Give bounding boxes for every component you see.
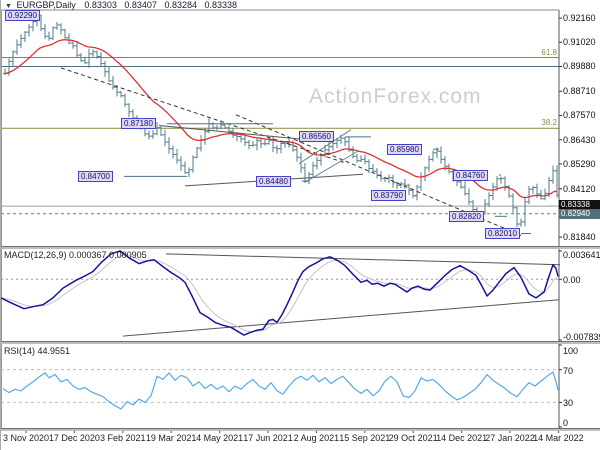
rsi-value-label: 30 — [563, 398, 574, 409]
symbol-name: EURGBP,Daily — [16, 0, 76, 10]
price-level-label: 0.82820 — [449, 210, 484, 222]
macd-value-label: 0.00 — [563, 275, 581, 286]
macd-signal-line — [1, 254, 558, 333]
trend-line — [60, 67, 347, 164]
rsi-value-label: 0 — [563, 418, 569, 428]
macd-trend-line — [122, 299, 560, 337]
x-axis-date-label: 17 Jun 2021 — [243, 433, 293, 443]
chart-title: ▼ EURGBP,Daily 0.83303 0.83407 0.83284 0… — [5, 0, 242, 10]
y-axis-price-label: 0.87570 — [563, 110, 596, 121]
watermark: ActionForex.com — [309, 85, 482, 108]
rsi-indicator-label: RSI(14) 44.9551 — [4, 346, 71, 356]
trend-line — [298, 129, 352, 165]
price-level-label: 0.84700 — [78, 170, 113, 182]
x-axis-date-label: 2 Aug 2021 — [293, 433, 340, 443]
macd-indicator-label: MACD(12,26,9) 0.000367 0.000905 — [4, 250, 147, 260]
rsi-line — [2, 371, 559, 410]
trend-line — [235, 114, 522, 236]
panel-separator[interactable] — [1, 341, 600, 344]
y-axis-price-label: 0.92160 — [563, 13, 596, 24]
high-value: 0.83407 — [124, 0, 157, 10]
price-level-label: 0.86560 — [299, 131, 334, 143]
y-axis-price-label: 0.88710 — [563, 86, 596, 97]
y-axis-price-label: 0.84120 — [563, 183, 596, 194]
y-axis-price-label: 0.85290 — [563, 158, 596, 169]
low-value: 0.83284 — [164, 0, 197, 10]
current-price-tag: 0.83338 — [559, 200, 600, 211]
price-level-label: 0.84480 — [256, 175, 291, 187]
x-axis-date-label: 27 Jan 2022 — [485, 433, 535, 443]
x-axis-date-label: 19 Mar 2021 — [145, 433, 197, 443]
price-level-label: 0.84760 — [453, 169, 488, 181]
y-axis-price-label: 0.81840 — [563, 232, 596, 243]
panel-separator — [1, 428, 600, 431]
macd-value-label: 0.003641 — [563, 250, 600, 260]
price-level-label: 0.87180 — [121, 118, 156, 130]
x-axis-date-label: 14 Dec 2021 — [436, 433, 488, 443]
x-axis-date-label: 17 Dec 2020 — [48, 433, 100, 443]
price-level-label: 0.83790 — [371, 190, 406, 202]
y-axis-price-label: 0.91020 — [563, 37, 596, 48]
symbol-marker-icon: ▼ — [5, 3, 12, 10]
price-level-label: 0.92290 — [5, 10, 40, 21]
panel-separator[interactable] — [1, 246, 600, 249]
x-axis-date-label: 3 Feb 2021 — [100, 433, 146, 443]
open-value: 0.83303 — [84, 0, 117, 10]
x-axis-date-label: 14 Mar 2022 — [533, 433, 584, 443]
x-axis-date-label: 4 May 2021 — [196, 433, 244, 443]
y-axis-price-label: 0.86430 — [563, 134, 596, 145]
macd-trend-line — [165, 253, 561, 266]
trend-line — [304, 150, 360, 183]
price-bars — [3, 14, 559, 228]
macd-line — [1, 250, 559, 336]
y-axis-price-label: 0.89880 — [563, 61, 596, 72]
macd-value-label: -0.007839 — [563, 332, 600, 342]
x-axis-date-label: 3 Nov 2020 — [2, 433, 50, 443]
price-level-label: 0.82010 — [485, 227, 520, 239]
support-level-tag: 0.82940 — [559, 208, 600, 219]
x-axis-date-label: 15 Sep 2021 — [339, 433, 391, 443]
trend-line — [158, 125, 310, 141]
x-axis-date-label: 29 Oct 2021 — [388, 433, 438, 443]
rsi-value-label: 100 — [563, 346, 579, 356]
price-level-label: 0.85980 — [387, 143, 422, 155]
fib-38-2-label: 38.2 — [541, 118, 557, 128]
fib-61-8-label: 61.8 — [541, 47, 557, 57]
close-value: 0.83338 — [204, 0, 238, 10]
rsi-value-label: 70 — [563, 365, 574, 376]
